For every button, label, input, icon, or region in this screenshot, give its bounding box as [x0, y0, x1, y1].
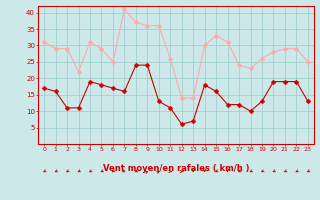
X-axis label: Vent moyen/en rafales ( km/h ): Vent moyen/en rafales ( km/h ) [103, 164, 249, 173]
